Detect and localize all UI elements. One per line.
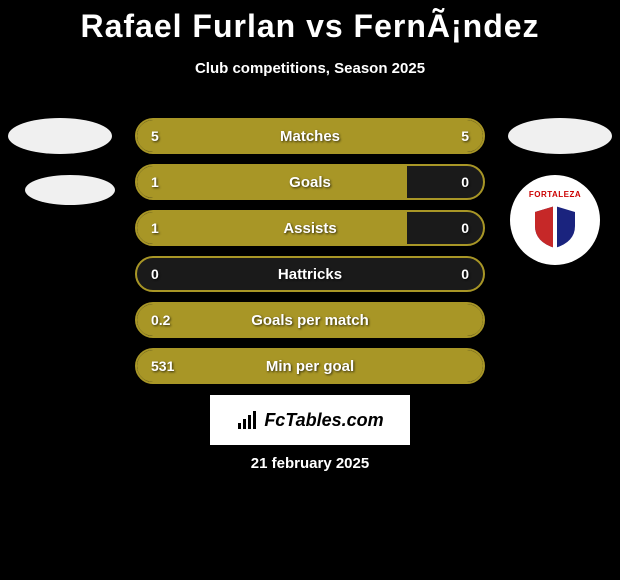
chart-icon [236,409,258,431]
stat-bar: 531Min per goal [135,348,485,384]
stat-label: Goals per match [137,304,483,336]
stat-value-right: 0 [461,212,469,244]
date-text: 21 february 2025 [0,455,620,472]
subtitle: Club competitions, Season 2025 [0,60,620,77]
stat-value-right: 0 [461,258,469,290]
stat-value-right: 5 [461,120,469,152]
stat-label: Matches [137,120,483,152]
stat-bar: 5Matches5 [135,118,485,154]
stat-bar: 1Assists0 [135,210,485,246]
logo-text: FcTables.com [264,410,383,431]
stat-bar: 0Hattricks0 [135,256,485,292]
stat-label: Assists [137,212,483,244]
stat-bar: 0.2Goals per match [135,302,485,338]
stat-label: Hattricks [137,258,483,290]
player-left-avatar [8,118,112,154]
player-right-avatar [508,118,612,154]
stat-bar: 1Goals0 [135,164,485,200]
page-title: Rafael Furlan vs FernÃ¡ndez [0,0,620,45]
shield-icon [531,202,579,250]
stat-value-right: 0 [461,166,469,198]
stat-label: Min per goal [137,350,483,382]
team-left-badge [25,175,115,205]
logo-box[interactable]: FcTables.com [210,395,410,445]
stats-container: 5Matches51Goals01Assists00Hattricks00.2G… [135,118,485,394]
team-right-badge: FORTALEZA [510,175,600,265]
badge-text: FORTALEZA [529,190,581,199]
stat-label: Goals [137,166,483,198]
